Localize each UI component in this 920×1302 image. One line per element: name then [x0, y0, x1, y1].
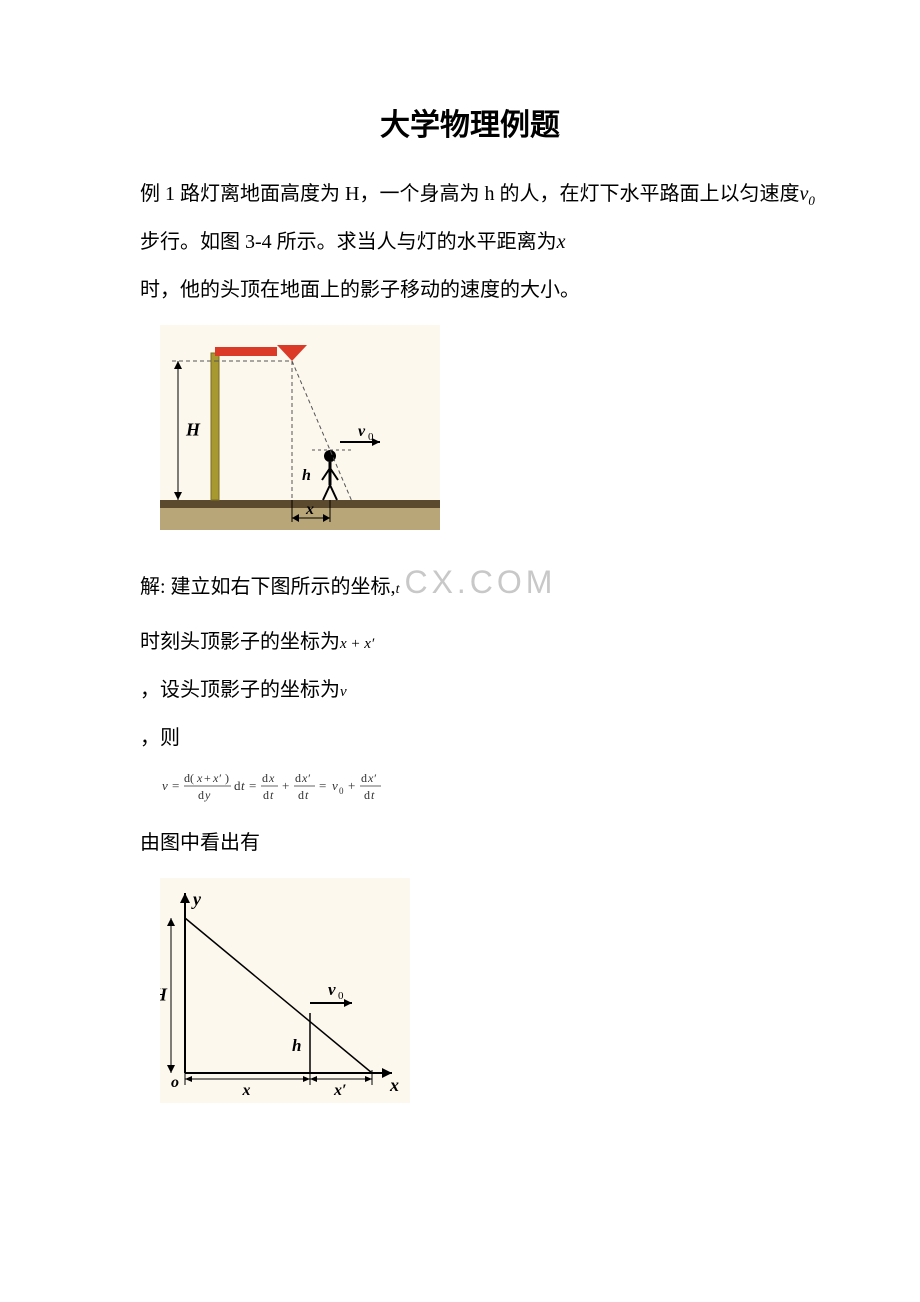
- streetlamp-diagram-svg: Hh v0 x: [160, 325, 440, 530]
- svg-text:0: 0: [339, 786, 344, 796]
- paragraph-3: 时，他的头顶在地面上的影子移动的速度的大小。: [100, 270, 840, 310]
- svg-text:): ): [225, 771, 229, 785]
- text: 步行。如图 3-4 所示。求当人与灯的水平距离为: [140, 231, 557, 253]
- equation-1: v=d(x+x′)dydt=dxdt+dx′dt=v0+dx′dt: [160, 768, 840, 813]
- svg-text:d: d: [364, 788, 370, 802]
- svg-text:v: v: [162, 778, 168, 793]
- svg-text:d: d: [198, 788, 204, 802]
- variable-x: x: [557, 231, 566, 253]
- svg-text:=: =: [319, 778, 326, 793]
- svg-text:+: +: [204, 771, 211, 785]
- svg-text:h: h: [302, 467, 311, 484]
- variable-t: t: [396, 582, 400, 597]
- svg-text:t: t: [371, 788, 375, 802]
- figure-2-coordinate: y x o Hh v0 x x′: [160, 878, 840, 1108]
- text: 解: 建立如右下图所示的坐标,: [140, 576, 396, 598]
- svg-text:+: +: [348, 778, 355, 793]
- svg-text:x′: x′: [212, 771, 221, 785]
- figure-1-streetlamp: Hh v0 x: [160, 325, 840, 535]
- svg-text:H: H: [160, 985, 168, 1005]
- coordinate-diagram-svg: y x o Hh v0 x x′: [160, 878, 410, 1103]
- paragraph-4: 解: 建立如右下图所示的坐标,t CX.COM: [100, 550, 840, 614]
- svg-text:x: x: [196, 771, 203, 785]
- svg-text:x′: x′: [301, 771, 310, 785]
- svg-text:d(: d(: [184, 771, 194, 785]
- equation-svg: v=d(x+x′)dydt=dxdt+dx′dt=v0+dx′dt: [160, 768, 470, 808]
- svg-text:h: h: [292, 1036, 301, 1055]
- svg-text:d: d: [298, 788, 304, 802]
- paragraph-7: ，则: [100, 718, 840, 758]
- svg-text:x′: x′: [333, 1082, 347, 1099]
- paragraph-6: ，设头顶影子的坐标为v: [100, 670, 840, 710]
- svg-text:d: d: [263, 788, 269, 802]
- svg-text:+: +: [282, 778, 289, 793]
- svg-text:t: t: [241, 778, 245, 793]
- text: 时刻头顶影子的坐标为: [140, 631, 340, 653]
- svg-text:x: x: [389, 1075, 399, 1095]
- svg-text:v: v: [328, 980, 336, 999]
- paragraph-8: 由图中看出有: [100, 823, 840, 863]
- svg-text:y: y: [191, 889, 202, 909]
- svg-text:y: y: [204, 788, 211, 802]
- svg-text:0: 0: [338, 990, 344, 1002]
- svg-text:t: t: [305, 788, 309, 802]
- variable-v: v: [799, 183, 808, 205]
- variable-v-shadow: v: [340, 684, 347, 700]
- svg-text:x: x: [268, 771, 275, 785]
- paragraph-2: 步行。如图 3-4 所示。求当人与灯的水平距离为x: [100, 222, 840, 262]
- page-title: 大学物理例题: [100, 100, 840, 144]
- watermark-inline: CX.COM: [404, 564, 556, 600]
- svg-text:t: t: [270, 788, 274, 802]
- svg-text:x: x: [305, 501, 314, 518]
- svg-text:d: d: [361, 771, 367, 785]
- svg-text:d: d: [295, 771, 301, 785]
- text: 例 1 路灯离地面高度为 H，一个身高为 h 的人，在灯下水平路面上以匀速度: [140, 183, 799, 205]
- paragraph-1: 例 1 路灯离地面高度为 H，一个身高为 h 的人，在灯下水平路面上以匀速度v0: [100, 174, 840, 214]
- svg-text:x: x: [242, 1082, 251, 1099]
- variable-xplusxprime: x + x′: [340, 636, 374, 652]
- svg-text:H: H: [185, 420, 201, 440]
- svg-text:v: v: [358, 423, 366, 440]
- svg-text:d: d: [262, 771, 268, 785]
- svg-text:v: v: [332, 778, 338, 793]
- svg-text:x′: x′: [367, 771, 376, 785]
- svg-text:=: =: [249, 778, 256, 793]
- svg-text:=: =: [172, 778, 179, 793]
- subscript-0: 0: [808, 193, 815, 208]
- svg-text:d: d: [234, 778, 241, 793]
- text: ，设头顶影子的坐标为: [140, 679, 340, 701]
- svg-text:o: o: [171, 1074, 179, 1091]
- svg-text:0: 0: [368, 431, 374, 443]
- paragraph-5: 时刻头顶影子的坐标为x + x′: [100, 622, 840, 662]
